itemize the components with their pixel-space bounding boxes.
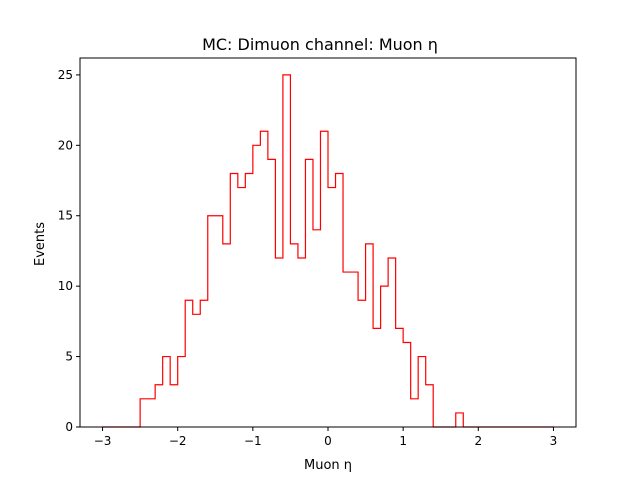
- y-tick-label: 20: [58, 138, 73, 152]
- y-tick-label: 5: [65, 350, 73, 364]
- histogram-bin: [193, 314, 201, 427]
- x-axis-ticks: −3 −2 −1 0 1 2 3: [94, 427, 558, 448]
- histogram-bin: [275, 258, 283, 427]
- histogram-bin: [148, 399, 156, 427]
- histogram-bin: [215, 216, 223, 427]
- histogram-bin: [298, 258, 306, 427]
- histogram-bin: [366, 244, 374, 427]
- histogram-bin: [320, 131, 328, 427]
- histogram-bin: [351, 272, 359, 427]
- histogram-bin: [403, 342, 411, 427]
- x-tick-label: 1: [399, 434, 407, 448]
- histogram-bin: [418, 357, 426, 427]
- histogram-bin: [358, 300, 366, 427]
- x-tick-label: −2: [169, 434, 187, 448]
- histogram-bin: [396, 328, 404, 427]
- histogram-bin: [336, 173, 344, 427]
- histogram-bin: [388, 258, 396, 427]
- histogram-bin: [290, 244, 298, 427]
- x-axis-label: Muon η: [304, 458, 352, 473]
- histogram-bin: [208, 216, 216, 427]
- y-tick-label: 15: [58, 209, 73, 223]
- y-tick-label: 10: [58, 279, 73, 293]
- histogram-bin: [245, 173, 253, 427]
- histogram-bin: [373, 328, 381, 427]
- histogram-bin: [456, 413, 464, 427]
- histogram-bin: [411, 399, 419, 427]
- histogram-bin: [178, 357, 186, 427]
- histogram-bin: [381, 286, 389, 427]
- histogram-bin: [170, 385, 178, 427]
- histogram-bin: [343, 272, 351, 427]
- histogram-bin: [200, 300, 208, 427]
- x-tick-label: −3: [94, 434, 112, 448]
- plot-area: [79, 57, 577, 428]
- y-axis-label: Events: [33, 222, 48, 266]
- x-tick-label: 0: [324, 434, 332, 448]
- histogram-bin: [268, 159, 276, 427]
- histogram-bin: [238, 188, 246, 427]
- histogram-bin: [283, 75, 291, 427]
- histogram-bin: [140, 399, 148, 427]
- x-tick-label: −1: [244, 434, 262, 448]
- histogram-bin: [260, 131, 268, 427]
- histogram-bin: [163, 357, 171, 427]
- histogram-bin: [426, 385, 434, 427]
- histogram-bin: [185, 300, 193, 427]
- histogram-bin: [328, 188, 336, 427]
- chart-title: MC: Dimuon channel: Muon η: [202, 35, 438, 54]
- y-tick-label: 25: [58, 68, 73, 82]
- y-axis-ticks: 0 5 10 15 20 25: [58, 68, 80, 434]
- histogram-bin: [155, 385, 163, 427]
- histogram-bin: [313, 230, 321, 427]
- y-tick-label: 0: [65, 420, 73, 434]
- histogram-bin: [253, 145, 261, 427]
- x-tick-label: 3: [550, 434, 558, 448]
- x-tick-label: 2: [474, 434, 482, 448]
- histogram-bin: [230, 173, 238, 427]
- histogram-bin: [223, 244, 231, 427]
- histogram-bin: [305, 159, 313, 427]
